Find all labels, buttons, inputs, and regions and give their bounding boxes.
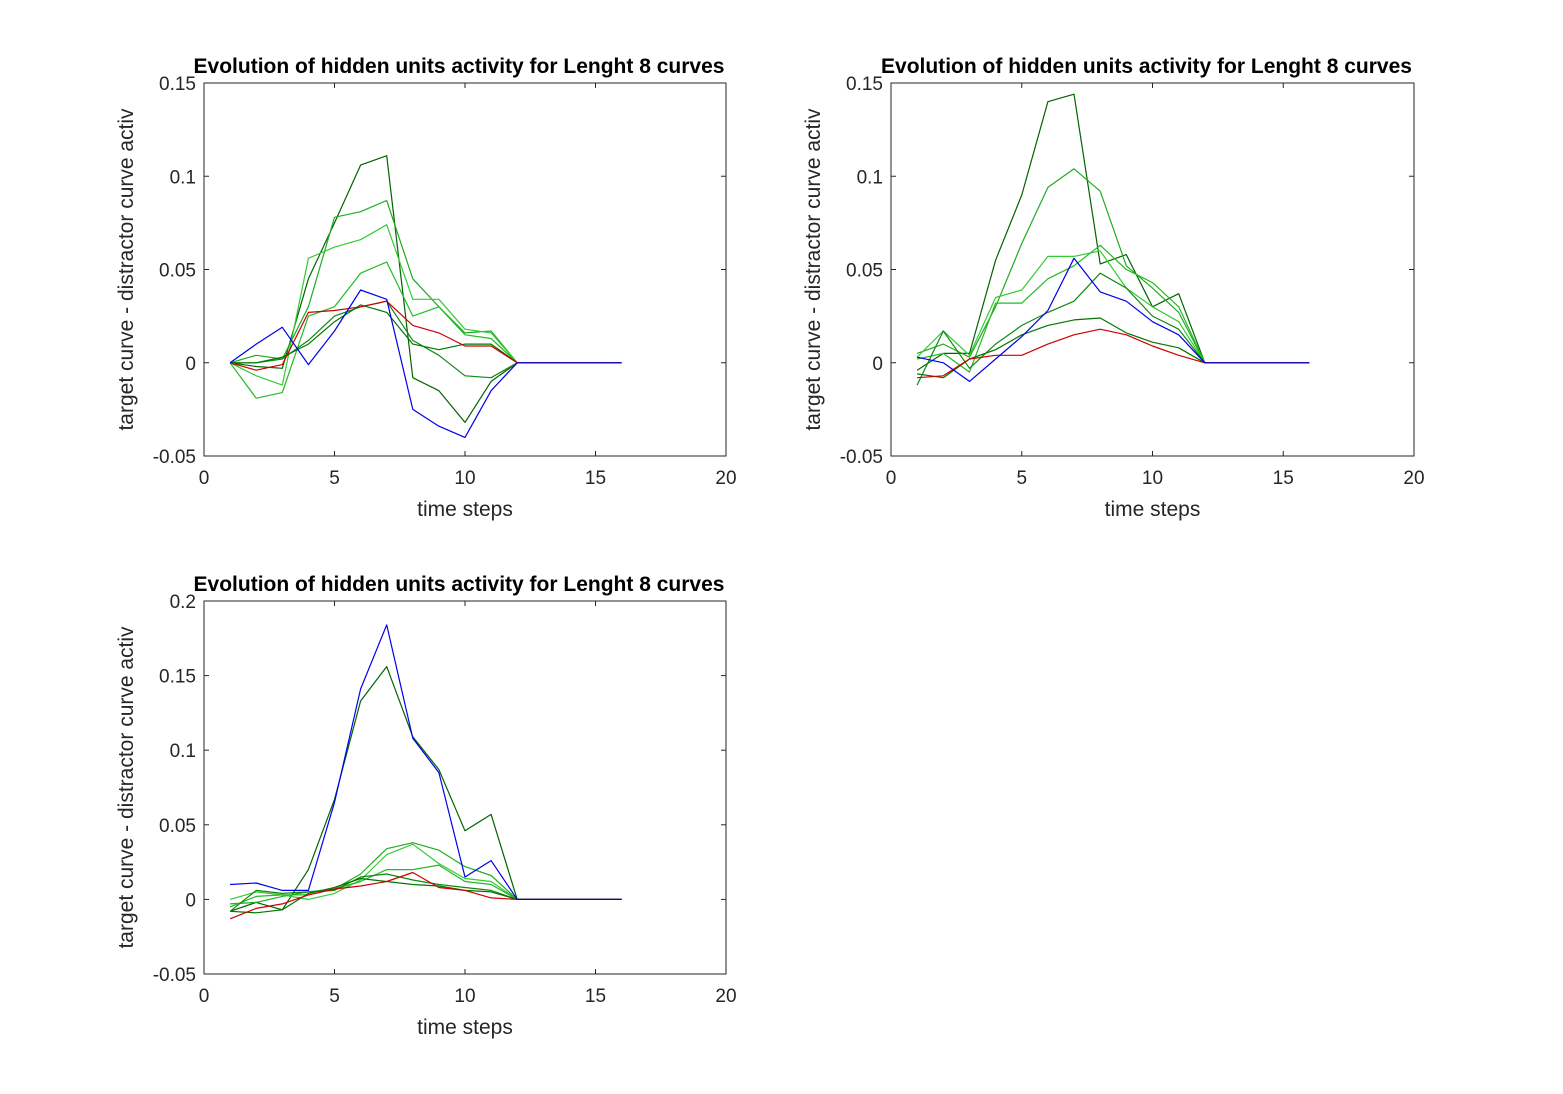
chart-title: Evolution of hidden units activity for L… bbox=[194, 55, 725, 78]
y-tick-label: 0.2 bbox=[170, 592, 196, 613]
x-tick-label: 10 bbox=[1142, 468, 1163, 489]
x-tick-label: 20 bbox=[715, 986, 736, 1007]
series-line-8 bbox=[916, 257, 1310, 382]
x-tick-label: 20 bbox=[1403, 468, 1424, 489]
y-tick-label: 0.15 bbox=[159, 667, 196, 688]
x-axis-label: time steps bbox=[1105, 498, 1201, 521]
x-tick-label: 0 bbox=[199, 986, 210, 1007]
x-tick-label: 15 bbox=[585, 986, 606, 1007]
x-tick-label: 5 bbox=[329, 468, 340, 489]
axes-box bbox=[203, 82, 727, 457]
y-tick-label: 0 bbox=[185, 890, 196, 911]
y-tick-label: 0 bbox=[872, 354, 883, 375]
x-tick-label: 20 bbox=[715, 468, 736, 489]
y-axis-label: target curve - distractor curve activ bbox=[802, 108, 825, 431]
x-tick-label: 0 bbox=[199, 468, 210, 489]
y-tick-label: 0.1 bbox=[170, 167, 196, 188]
x-tick-label: 15 bbox=[1273, 468, 1294, 489]
y-tick-label: 0.15 bbox=[846, 74, 883, 95]
y-tick-label: 0.05 bbox=[159, 816, 196, 837]
y-tick-label: 0.1 bbox=[170, 741, 196, 762]
y-axis-label: target curve - distractor curve activ bbox=[115, 626, 138, 949]
y-tick-label: 0.05 bbox=[159, 261, 196, 282]
series-line-8 bbox=[230, 624, 622, 901]
y-tick-label: -0.05 bbox=[153, 447, 196, 468]
axes-box bbox=[203, 600, 727, 975]
y-tick-label: 0.1 bbox=[857, 167, 883, 188]
y-tick-label: -0.05 bbox=[153, 965, 196, 986]
x-tick-label: 5 bbox=[1016, 468, 1027, 489]
y-tick-label: 0 bbox=[185, 354, 196, 375]
x-tick-label: 5 bbox=[329, 986, 340, 1007]
y-tick-label: 0.15 bbox=[159, 74, 196, 95]
chart-title: Evolution of hidden units activity for L… bbox=[194, 573, 725, 596]
x-tick-label: 15 bbox=[585, 468, 606, 489]
y-tick-label: 0.05 bbox=[846, 261, 883, 282]
x-axis-label: time steps bbox=[417, 1016, 513, 1039]
axes-box bbox=[890, 82, 1415, 457]
x-tick-label: 10 bbox=[454, 986, 475, 1007]
x-tick-label: 10 bbox=[454, 468, 475, 489]
y-axis-label: target curve - distractor curve activ bbox=[115, 108, 138, 431]
x-tick-label: 0 bbox=[886, 468, 897, 489]
y-tick-label: -0.05 bbox=[840, 447, 883, 468]
series-line-8 bbox=[229, 289, 622, 438]
chart-title: Evolution of hidden units activity for L… bbox=[881, 55, 1412, 78]
x-axis-label: time steps bbox=[417, 498, 513, 521]
